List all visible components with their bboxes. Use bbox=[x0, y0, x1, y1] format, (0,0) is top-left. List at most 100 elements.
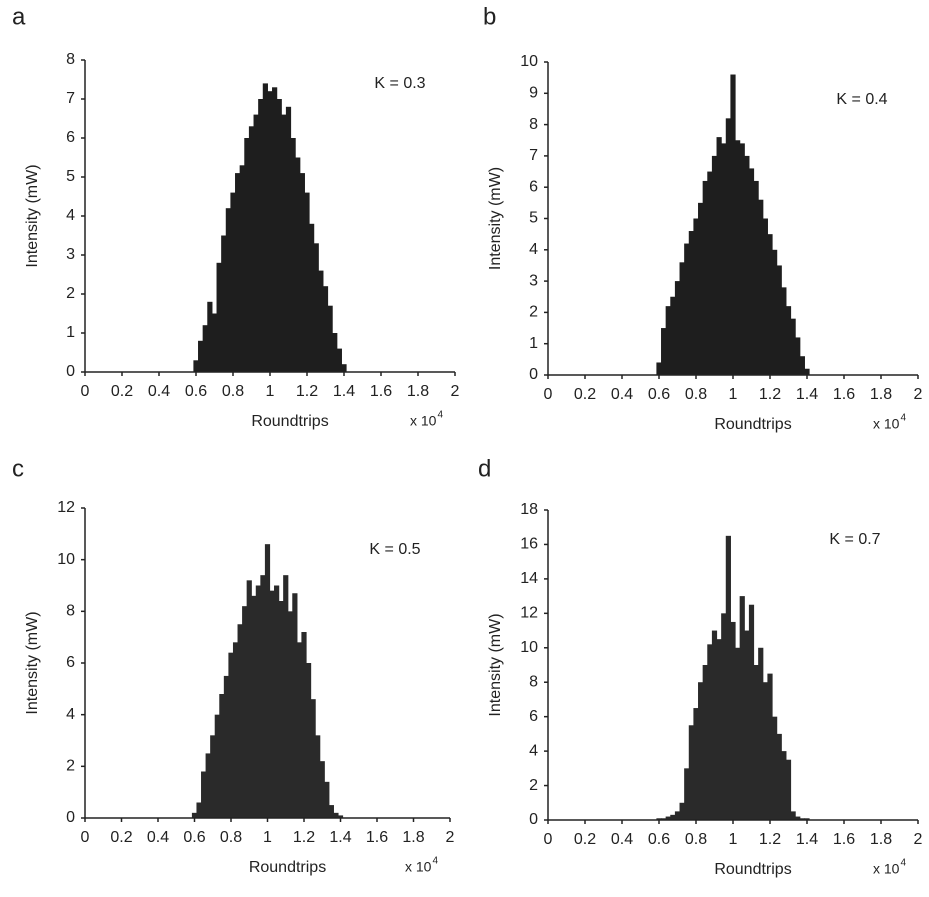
y-tick-label: 18 bbox=[520, 501, 538, 518]
bar bbox=[702, 180, 708, 375]
y-tick-label: 10 bbox=[57, 551, 75, 568]
bar bbox=[301, 632, 307, 818]
bar bbox=[341, 364, 347, 372]
x-tick-label: 1.2 bbox=[296, 383, 318, 400]
panel-label: a bbox=[12, 3, 26, 30]
x-multiplier: x 10 bbox=[410, 413, 437, 429]
bar bbox=[730, 621, 736, 820]
bar bbox=[221, 235, 227, 372]
bar bbox=[693, 218, 699, 375]
x-tick-label: 1.4 bbox=[333, 383, 355, 400]
bar bbox=[744, 155, 750, 375]
x-tick-label: 0.2 bbox=[574, 386, 596, 403]
y-tick-label: 2 bbox=[66, 758, 75, 775]
y-axis-label: Intensity (mW) bbox=[24, 164, 41, 267]
panel-label: c bbox=[12, 455, 24, 482]
x-tick-label: 1.6 bbox=[370, 383, 392, 400]
y-tick-label: 7 bbox=[66, 90, 75, 107]
x-tick-label: 1 bbox=[263, 829, 272, 846]
x-tick-label: 0.8 bbox=[685, 386, 707, 403]
x-axis-label: Roundtrips bbox=[249, 859, 326, 876]
y-tick-label: 12 bbox=[520, 605, 538, 622]
y-tick-label: 8 bbox=[529, 116, 538, 133]
bar bbox=[772, 249, 778, 375]
x-tick-label: 1.4 bbox=[796, 386, 818, 403]
bar bbox=[198, 340, 204, 372]
bar bbox=[707, 644, 713, 820]
x-multiplier-exponent: 4 bbox=[900, 413, 906, 424]
y-tick-label: 0 bbox=[529, 811, 538, 828]
bar bbox=[698, 682, 704, 820]
bar bbox=[804, 368, 810, 375]
x-multiplier: x 10 bbox=[405, 859, 432, 875]
bar bbox=[711, 155, 718, 375]
bar bbox=[228, 652, 234, 818]
bar bbox=[207, 301, 213, 372]
bar bbox=[264, 544, 271, 818]
bar bbox=[679, 262, 685, 375]
bar bbox=[748, 168, 755, 375]
x-tick-label: 2 bbox=[914, 831, 923, 848]
bar bbox=[707, 171, 713, 375]
bar bbox=[688, 231, 694, 375]
bar bbox=[244, 138, 250, 372]
bar bbox=[232, 642, 239, 818]
bar bbox=[758, 199, 764, 375]
x-tick-label: 0 bbox=[544, 831, 553, 848]
x-tick-label: 0.4 bbox=[147, 829, 169, 846]
x-tick-label: 0.2 bbox=[574, 831, 596, 848]
bar bbox=[202, 325, 208, 372]
bar bbox=[258, 99, 264, 372]
bar bbox=[299, 173, 305, 372]
bar bbox=[272, 87, 278, 373]
bar bbox=[753, 180, 759, 375]
y-tick-label: 3 bbox=[529, 272, 538, 289]
bar bbox=[744, 630, 750, 820]
bar bbox=[716, 137, 722, 375]
bar bbox=[274, 585, 280, 818]
bar bbox=[739, 143, 745, 375]
bar bbox=[295, 157, 301, 372]
y-axis-label: Intensity (mW) bbox=[24, 611, 41, 714]
y-tick-label: 2 bbox=[529, 304, 538, 321]
x-tick-label: 1.2 bbox=[759, 831, 781, 848]
bar bbox=[242, 606, 248, 818]
y-tick-label: 10 bbox=[520, 53, 538, 70]
y-tick-label: 10 bbox=[520, 639, 538, 656]
bar bbox=[781, 287, 787, 375]
x-tick-label: 1.2 bbox=[293, 829, 315, 846]
bar bbox=[693, 708, 699, 820]
y-tick-label: 8 bbox=[66, 603, 75, 620]
x-tick-label: 1.8 bbox=[870, 386, 892, 403]
x-tick-label: 0 bbox=[544, 386, 553, 403]
bar bbox=[735, 140, 741, 375]
y-tick-label: 12 bbox=[57, 499, 75, 516]
bar bbox=[328, 805, 334, 818]
y-axis-label: Intensity (mW) bbox=[487, 167, 504, 270]
x-multiplier-exponent: 4 bbox=[900, 858, 906, 869]
bar bbox=[304, 192, 310, 372]
bar bbox=[225, 208, 231, 372]
bar bbox=[670, 296, 676, 375]
bar bbox=[661, 818, 667, 820]
bar bbox=[753, 665, 759, 820]
x-tick-label: 0.8 bbox=[220, 829, 242, 846]
bar bbox=[790, 811, 796, 820]
bar bbox=[721, 613, 727, 820]
x-tick-label: 1 bbox=[729, 831, 738, 848]
bar bbox=[332, 333, 338, 372]
x-multiplier: x 10 bbox=[873, 416, 900, 432]
x-tick-label: 1.6 bbox=[833, 386, 855, 403]
x-tick-label: 1.8 bbox=[407, 383, 429, 400]
y-tick-label: 4 bbox=[66, 706, 75, 723]
y-tick-label: 0 bbox=[66, 363, 75, 380]
bar bbox=[251, 595, 257, 818]
annotation: K = 0.4 bbox=[836, 91, 887, 108]
bar bbox=[248, 126, 255, 372]
bar bbox=[735, 647, 741, 820]
bar bbox=[758, 647, 764, 820]
bar bbox=[253, 114, 259, 372]
bar bbox=[799, 356, 805, 375]
